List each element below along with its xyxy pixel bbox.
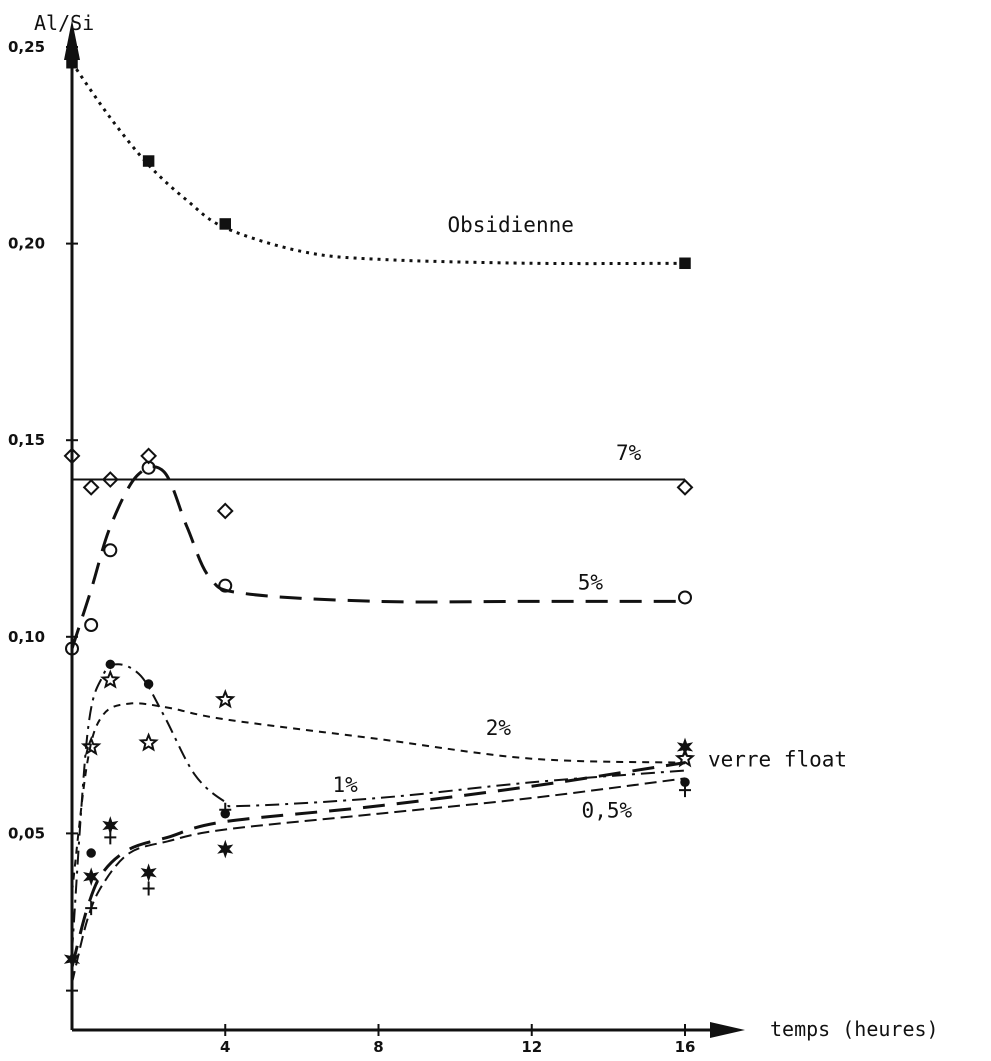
x-ticks: 4 8 12 16 <box>220 1024 695 1056</box>
point-2 <box>138 732 159 752</box>
curve-label-5: 5% <box>578 571 604 595</box>
point-0-5 <box>85 901 98 916</box>
point-2 <box>215 688 236 709</box>
x-tick-label: 4 <box>220 1038 230 1056</box>
point-5 <box>84 618 99 633</box>
point-0-5 <box>679 783 691 798</box>
point-5 <box>103 543 118 558</box>
curve-5 <box>70 465 685 650</box>
point-obsidienne <box>142 155 155 167</box>
y-tick-label: 0,25 <box>8 38 45 56</box>
point-7 <box>82 478 100 496</box>
point-0-5 <box>142 881 155 896</box>
point-7 <box>216 502 234 520</box>
x-tick-label: 8 <box>373 1038 383 1056</box>
point-1 <box>143 679 154 689</box>
point-5 <box>141 460 156 475</box>
curve-label-0-5: 0,5% <box>582 799 633 823</box>
point-verre-float <box>102 816 119 835</box>
point-5 <box>218 578 233 593</box>
point-2 <box>100 669 121 689</box>
point-1 <box>105 659 116 670</box>
curve-verre-float <box>70 761 686 968</box>
curve-0-5 <box>71 777 686 984</box>
x-tick-label: 16 <box>675 1038 696 1056</box>
curve-label-obsidienne: Obsidienne <box>447 213 573 237</box>
point-7 <box>676 478 694 496</box>
y-axis-title: Al/Si <box>34 11 94 35</box>
curve-label-7: 7% <box>616 441 642 465</box>
curve-1 <box>71 663 686 952</box>
y-tick-label: 0,20 <box>8 235 45 253</box>
x-tick-label: 12 <box>521 1038 542 1056</box>
point-5 <box>678 590 692 605</box>
annotation-layer: Obsidienne 7% 5% 2% 1% 0,5% verre float <box>333 213 848 823</box>
point-2 <box>674 748 696 768</box>
curve-obsidienne <box>70 61 686 266</box>
point-verre-float <box>676 737 694 757</box>
x-axis-title: temps (heures) <box>770 1017 939 1041</box>
point-1 <box>86 848 96 858</box>
point-7 <box>101 471 119 488</box>
marker-layer <box>63 56 696 998</box>
y-tick-label: 0,15 <box>8 431 45 449</box>
curve-label-1: 1% <box>333 773 359 797</box>
point-verre-float <box>83 867 100 887</box>
y-tick-label: 0,05 <box>8 824 45 842</box>
y-axis-arrow <box>64 20 80 60</box>
point-7 <box>140 447 158 465</box>
point-verre-float <box>217 839 234 859</box>
point-0-5 <box>219 802 232 817</box>
point-verre-float <box>140 863 157 883</box>
curve-layer <box>70 61 686 984</box>
curve-label-2: 2% <box>486 716 512 740</box>
curve-2 <box>71 702 686 893</box>
y-tick-label: 0,10 <box>8 628 45 646</box>
y-ticks: 0,05 0,10 0,15 0,20 0,25 <box>8 38 78 842</box>
point-obsidienne <box>679 257 691 270</box>
point-obsidienne <box>219 218 231 230</box>
x-axis-arrow <box>710 1022 745 1038</box>
curve-label-verre-float: verre float <box>708 748 847 772</box>
point-2 <box>80 736 102 756</box>
